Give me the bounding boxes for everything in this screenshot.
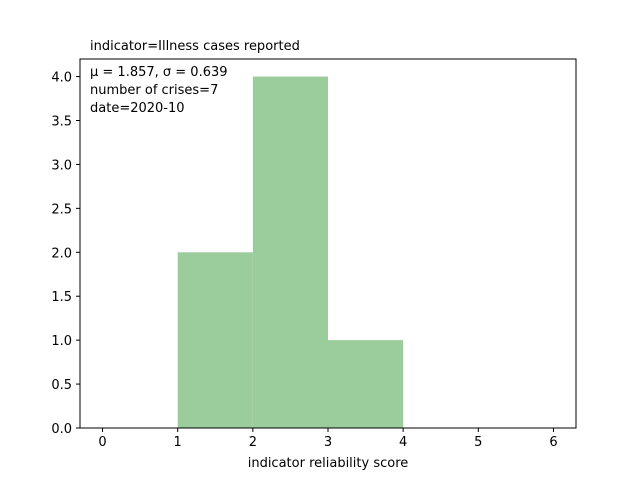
plot-frame [79,58,577,429]
y-tick-label: 4.0 [51,71,72,86]
x-tick-label: 1 [174,435,182,450]
x-tick-label: 2 [249,435,257,450]
y-tick-label: 2.0 [51,246,72,261]
stats-annotation: μ = 1.857, σ = 0.639 [90,65,228,80]
count-annotation: number of crises=7 [90,83,218,98]
date-annotation: date=2020-10 [90,101,185,116]
x-tick-label: 4 [399,435,407,450]
x-axis-ticks: 0 1 2 3 4 5 6 [98,428,558,450]
x-tick-label: 6 [549,435,557,450]
y-tick-label: 0.5 [51,378,72,393]
chart-title: indicator=Illness cases reported [90,39,300,54]
x-axis-label: indicator reliability score [248,456,409,471]
x-tick-label: 0 [98,435,106,450]
y-tick-label: 3.5 [51,115,72,130]
x-tick-label: 5 [474,435,482,450]
y-tick-label: 1.0 [51,334,72,349]
y-tick-label: 0.0 [51,422,72,437]
y-tick-label: 1.5 [51,290,72,305]
histogram-bar-3 [328,340,404,428]
y-tick-label: 2.5 [51,202,72,217]
x-tick-label: 3 [324,435,332,450]
histogram-bar-2 [252,76,328,429]
bars-group [177,76,404,429]
y-tick-label: 3.0 [51,158,72,173]
histogram-bar-1 [177,252,253,428]
y-axis-ticks: 0.0 0.5 1.0 1.5 2.0 2.5 3.0 3.5 4.0 [51,71,80,437]
